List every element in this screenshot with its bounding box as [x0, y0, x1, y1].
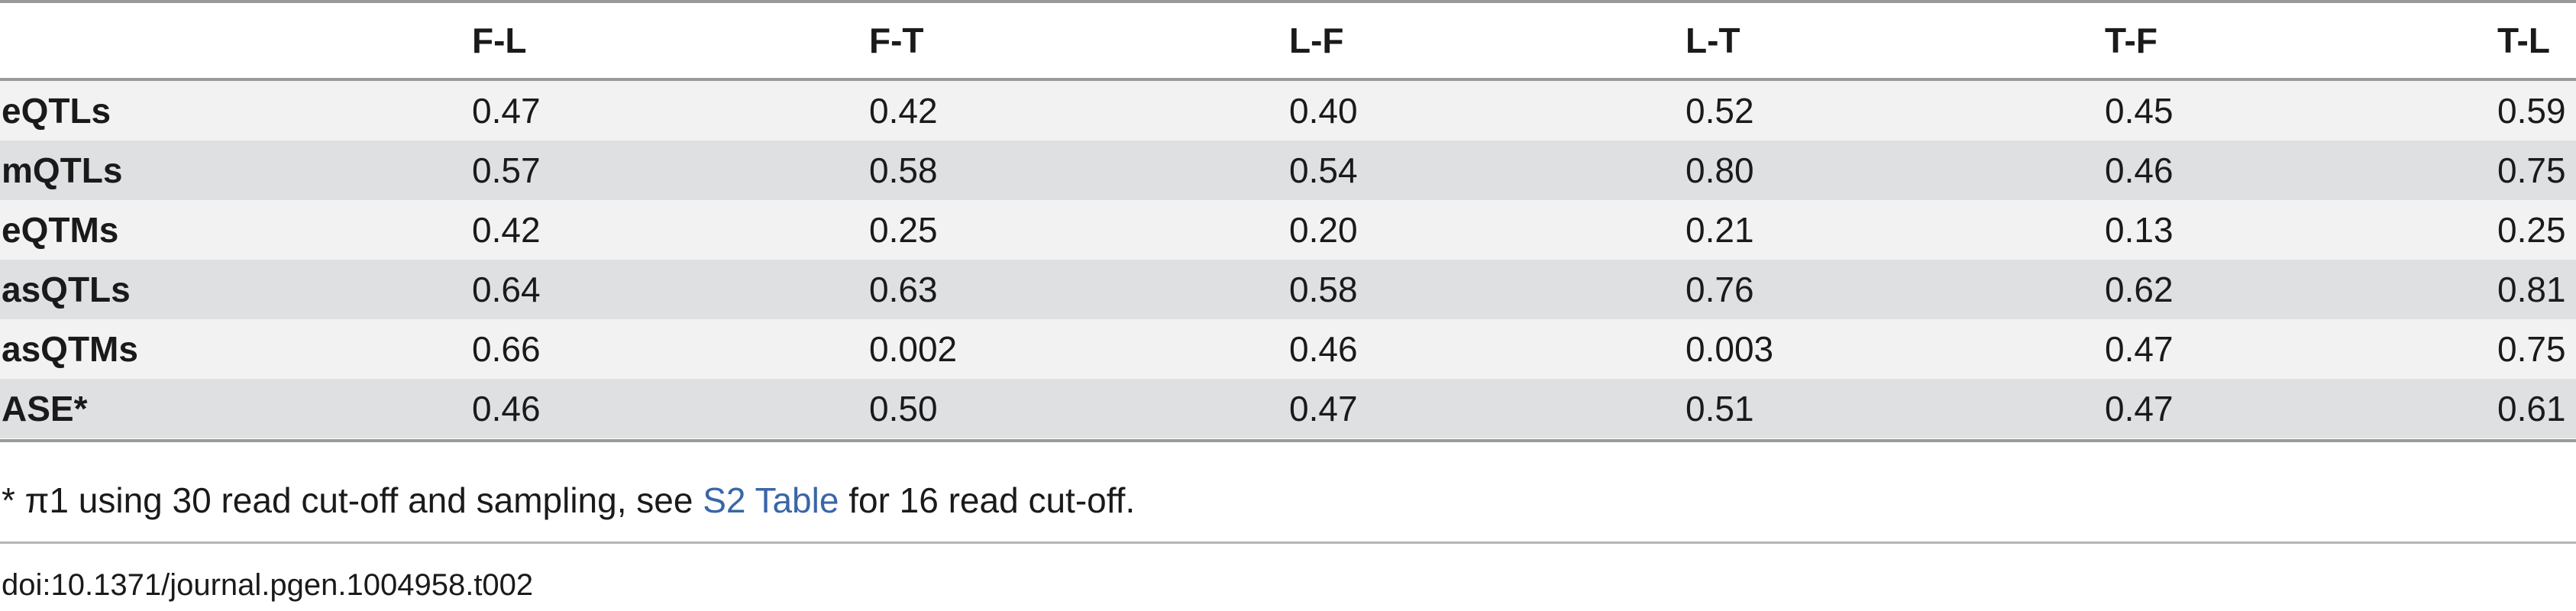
table-cell: 0.47 — [1289, 389, 1358, 428]
table-cell: 0.51 — [1686, 389, 1754, 428]
table-header-row: F-L F-T L-F L-T T-F T-L — [0, 3, 2576, 78]
table-cell: 0.002 — [869, 329, 958, 369]
table-cell: 0.47 — [2105, 329, 2174, 369]
row-label: eQTMs — [2, 210, 119, 250]
table-cell: 0.57 — [472, 150, 541, 190]
table-cell: 0.75 — [2497, 150, 2566, 190]
table-body: eQTLs 0.47 0.42 0.40 0.52 0.45 0.59 mQTL… — [0, 81, 2576, 438]
table-cell: 0.76 — [1686, 270, 1754, 309]
table-cell: 0.46 — [2105, 150, 2174, 190]
doi-label: doi:10.1371/journal.pgen.1004958.t002 — [2, 568, 534, 602]
table-cell: 0.46 — [1289, 329, 1358, 369]
table-cell: 0.25 — [869, 210, 938, 250]
table-cell: 0.42 — [869, 91, 938, 131]
table-cell: 0.59 — [2497, 91, 2566, 131]
row-label: eQTLs — [2, 91, 112, 131]
table-cell: 0.45 — [2105, 91, 2174, 131]
table-top-rule — [0, 0, 2576, 3]
table-cell: 0.58 — [1289, 270, 1358, 309]
row-label: mQTLs — [2, 150, 123, 190]
table-cell: 0.003 — [1686, 329, 1774, 369]
footnote-text-end: for 16 read cut-off. — [839, 480, 1136, 520]
table-cell: 0.62 — [2105, 270, 2174, 309]
column-header-f-l: F-L — [472, 21, 527, 60]
table-cell: 0.47 — [472, 91, 541, 131]
table-row: asQTMs 0.66 0.002 0.46 0.003 0.47 0.75 — [0, 319, 2576, 379]
table-row: eQTLs 0.47 0.42 0.40 0.52 0.45 0.59 — [0, 81, 2576, 141]
table-row: asQTLs 0.64 0.63 0.58 0.76 0.62 0.81 — [0, 260, 2576, 319]
table-cell: 0.40 — [1289, 91, 1358, 131]
table-cell: 0.61 — [2497, 389, 2566, 428]
table-cell: 0.81 — [2497, 270, 2566, 309]
column-header-t-l: T-L — [2497, 21, 2550, 60]
table-cell: 0.42 — [472, 210, 541, 250]
table-row: eQTMs 0.42 0.25 0.20 0.21 0.13 0.25 — [0, 200, 2576, 260]
table-cell: 0.50 — [869, 389, 938, 428]
table-row: ASE* 0.46 0.50 0.47 0.51 0.47 0.61 — [0, 379, 2576, 438]
table-cell: 0.58 — [869, 150, 938, 190]
column-header-l-f: L-F — [1289, 21, 1344, 60]
row-label: asQTLs — [2, 270, 131, 309]
table-cell: 0.75 — [2497, 329, 2566, 369]
footnote-divider — [0, 541, 2576, 544]
table-cell: 0.80 — [1686, 150, 1754, 190]
table-cell: 0.46 — [472, 389, 541, 428]
table-bottom-rule — [0, 439, 2576, 442]
table-cell: 0.47 — [2105, 389, 2174, 428]
table-cell: 0.25 — [2497, 210, 2566, 250]
s2-table-link[interactable]: S2 Table — [703, 480, 839, 520]
column-header-f-t: F-T — [869, 21, 924, 60]
table-cell: 0.20 — [1289, 210, 1358, 250]
table-header-rule — [0, 78, 2576, 81]
row-label: asQTMs — [2, 329, 138, 369]
table-cell: 0.63 — [869, 270, 938, 309]
table-row: mQTLs 0.57 0.58 0.54 0.80 0.46 0.75 — [0, 141, 2576, 200]
table-cell: 0.21 — [1686, 210, 1754, 250]
table-cell: 0.66 — [472, 329, 541, 369]
footnote-text: * π1 using 30 read cut-off and sampling,… — [2, 480, 703, 520]
table-cell: 0.54 — [1289, 150, 1358, 190]
column-header-l-t: L-T — [1686, 21, 1740, 60]
table-cell: 0.52 — [1686, 91, 1754, 131]
table-cell: 0.64 — [472, 270, 541, 309]
table-footnote: * π1 using 30 read cut-off and sampling,… — [2, 480, 1135, 521]
table-cell: 0.13 — [2105, 210, 2174, 250]
row-label: ASE* — [2, 389, 88, 428]
column-header-t-f: T-F — [2105, 21, 2157, 60]
